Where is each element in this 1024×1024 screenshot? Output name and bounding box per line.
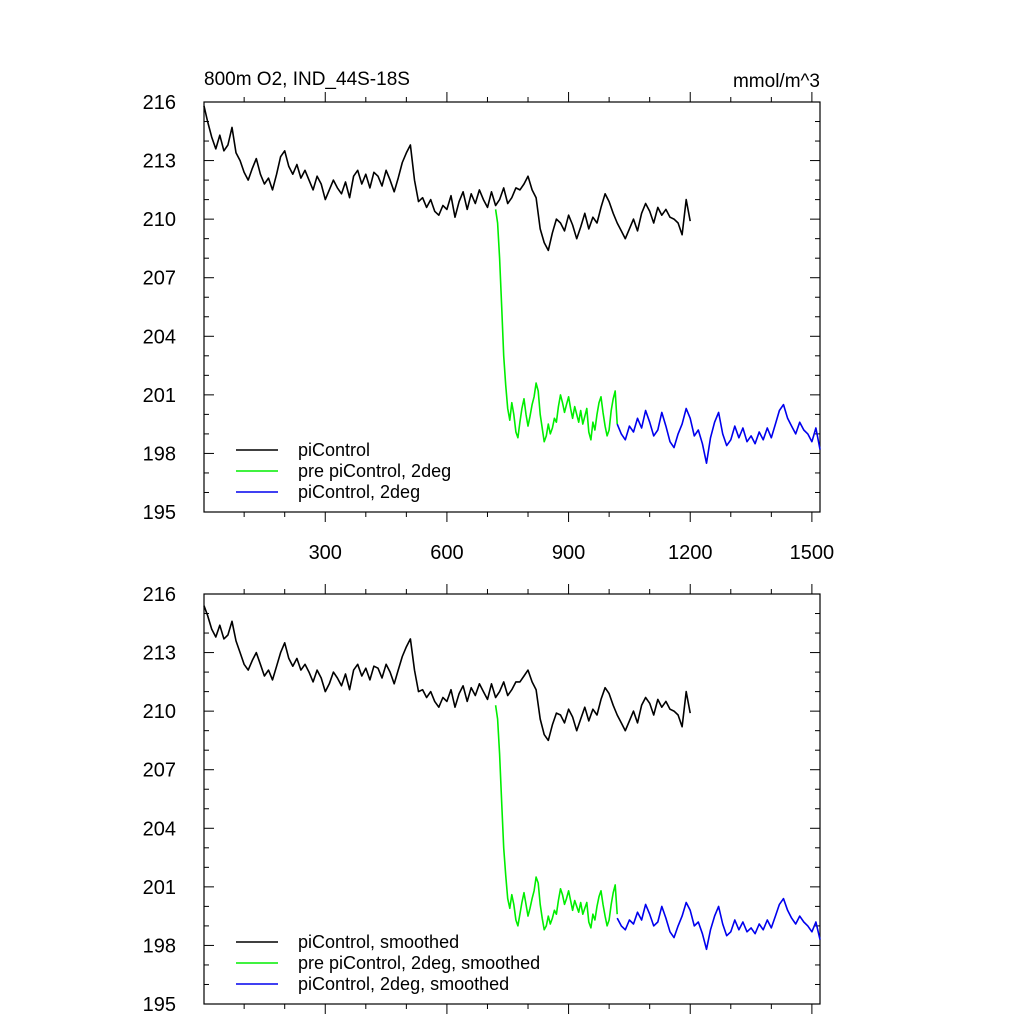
y-tick-label: 213 [143,151,176,173]
y-tick-label: 204 [143,818,176,840]
x-tick-label: 300 [309,542,342,564]
y-tick-label: 210 [143,701,176,723]
legend-label-2: pre piControl, 2deg, smoothed [298,953,540,973]
series-lines [203,105,821,465]
series-line-1 [203,105,691,252]
y-tick-label: 204 [143,326,176,348]
plot-frame [203,593,821,1005]
y-tick-label: 198 [143,443,176,465]
x-tick-label: 1200 [668,542,713,564]
x-tick-label: 1500 [790,542,835,564]
legend-label-2: pre piControl, 2deg [298,461,451,481]
series-line-2 [494,705,618,931]
y-tick-label: 198 [143,935,176,957]
y-tick-label: 216 [143,584,176,606]
chart-panel-1: 195 198 201 204 207 210 213 216 300 600 900 1200 150… [143,69,835,564]
y-tick-label: 201 [143,877,176,899]
y-tick-label: 201 [143,385,176,407]
legend-label-3: piControl, 2deg, smoothed [298,974,509,994]
legend-label-1: piControl [298,440,370,460]
plot-frame [203,101,821,513]
chart-panel-2: 195 198 201 204 207 210 213 216 piControl, smoot… [143,584,821,1016]
y-tick-label: 213 [143,643,176,665]
legend-label-1: piControl, smoothed [298,932,459,952]
y-tick-label: 210 [143,209,176,231]
y-tick-label: 195 [143,502,176,524]
series-line-1 [203,605,691,742]
y-tick-label: 207 [143,760,176,782]
units-label: mmol/m^3 [733,71,820,92]
x-tick-label: 600 [430,542,463,564]
series-line-2 [494,209,618,443]
y-tick-label: 216 [143,92,176,114]
series-lines [203,605,821,951]
y-tick-label: 207 [143,268,176,290]
series-line-3 [616,403,821,465]
y-tick-label: 195 [143,994,176,1016]
series-line-3 [616,897,821,951]
chart-title: 800m O2, IND_44S-18S [204,69,410,90]
x-tick-label: 900 [552,542,585,564]
legend-label-3: piControl, 2deg [298,482,420,502]
